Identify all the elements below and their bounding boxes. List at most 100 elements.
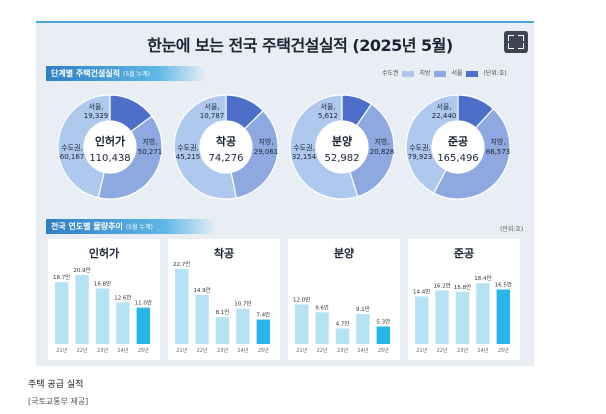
bar-category-label: 21년 bbox=[176, 347, 187, 354]
donut-label-seoul-value: 19,329 bbox=[84, 112, 109, 120]
donut-label-seoul-name: 서울, bbox=[436, 102, 451, 111]
bar-category-label: 25년 bbox=[378, 347, 389, 354]
bar-category-label: 21년 bbox=[56, 347, 67, 354]
bar-value-label: 9.6만 bbox=[315, 303, 329, 311]
donut-title: 착공 bbox=[216, 134, 236, 148]
donut-label-seoul-value: 5,612 bbox=[318, 112, 338, 120]
bar bbox=[215, 317, 230, 344]
donut-label-local-value: 20,828 bbox=[370, 148, 395, 156]
donut-label-metro-value: 45,215 bbox=[176, 153, 201, 161]
bar-value-label: 12.6만 bbox=[114, 293, 131, 301]
expand-icon[interactable] bbox=[504, 31, 528, 53]
donut-label-local-name: 지방, bbox=[258, 137, 273, 146]
donut-label-seoul-name: 서울, bbox=[88, 102, 103, 111]
donut-label-seoul-name: 서울, bbox=[204, 102, 219, 111]
donut-total: 110,438 bbox=[89, 153, 130, 164]
donut-total: 165,496 bbox=[437, 153, 478, 164]
bar bbox=[476, 283, 490, 344]
section-label-stages-text: 단계별 주택건설실적 bbox=[51, 69, 121, 78]
donut-label-local-name: 지방, bbox=[142, 137, 157, 146]
donut-title: 분양 bbox=[332, 134, 352, 148]
legend-metro-label: 수도권 bbox=[382, 70, 399, 77]
donut-total: 74,276 bbox=[209, 153, 244, 164]
donut-title: 인허가 bbox=[95, 134, 125, 148]
legend-metro-swatch bbox=[401, 70, 414, 77]
legend-unit: (단위:호) bbox=[483, 70, 507, 77]
bar-category-label: 21년 bbox=[296, 347, 307, 354]
bar bbox=[356, 313, 370, 344]
bar-value-label: 18.4만 bbox=[474, 274, 491, 282]
donut-center bbox=[84, 121, 136, 173]
donut-label-seoul-value: 10,787 bbox=[200, 112, 225, 120]
donut-center bbox=[316, 121, 368, 173]
donut-total: 52,982 bbox=[325, 153, 360, 164]
bar-value-label: 16.2만 bbox=[433, 281, 450, 289]
bar bbox=[55, 282, 69, 344]
bar-value-label: 15.8만 bbox=[454, 283, 471, 291]
bar bbox=[256, 319, 270, 344]
legend: 수도권 지방 서울 (단위:호) bbox=[382, 68, 507, 77]
bar-category-label: 23년 bbox=[97, 347, 108, 354]
credit: [국토교통부 제공] bbox=[28, 397, 89, 406]
bar-category-label: 22년 bbox=[197, 347, 208, 354]
bar-category-label: 23년 bbox=[217, 347, 228, 354]
bar-category-label: 24년 bbox=[117, 347, 128, 354]
bar bbox=[75, 274, 89, 344]
bar-category-label: 23년 bbox=[337, 347, 348, 354]
bar-category-label: 22년 bbox=[77, 347, 88, 354]
caption: 주택 공급 실적 bbox=[28, 380, 84, 390]
donut-center bbox=[432, 121, 484, 173]
donut-label-metro-name: 수도권, bbox=[409, 144, 431, 152]
bar-category-label: 24년 bbox=[237, 347, 248, 354]
bar-category-label: 22년 bbox=[437, 347, 448, 354]
bar-value-label: 9.1만 bbox=[356, 305, 370, 313]
trend-unit: (만위:호) bbox=[500, 226, 524, 233]
bar-category-label: 25년 bbox=[138, 347, 149, 354]
donut-label-local-name: 지방, bbox=[490, 137, 505, 146]
bar-value-label: 16.5만 bbox=[495, 280, 512, 288]
bar-chart-title: 준공 bbox=[454, 247, 474, 260]
bar-category-label: 22년 bbox=[317, 347, 328, 354]
bar-category-label: 21년 bbox=[416, 347, 427, 354]
bar-value-label: 8.1만 bbox=[216, 308, 230, 316]
section-label-trend: 전국 연도별 물량추이 (5월 누계) bbox=[46, 219, 216, 234]
legend-seoul-label: 서울 bbox=[451, 70, 463, 77]
bar-value-label: 20.9만 bbox=[73, 266, 90, 274]
donut-label-seoul-name: 서울, bbox=[320, 102, 335, 111]
donut-label-local-name: 지방, bbox=[374, 137, 389, 146]
bar bbox=[116, 302, 130, 344]
bar bbox=[315, 312, 329, 344]
bar-value-label: 16.8만 bbox=[94, 279, 111, 287]
bar bbox=[175, 269, 189, 344]
donut-label-metro-name: 수도권, bbox=[61, 144, 83, 152]
bar bbox=[455, 291, 470, 344]
bar bbox=[136, 307, 150, 344]
bar-value-label: 11.0만 bbox=[135, 299, 152, 307]
donut-title: 준공 bbox=[448, 135, 468, 148]
top-rule bbox=[36, 21, 534, 23]
bar-chart-title: 착공 bbox=[214, 246, 234, 260]
section-label-stages: 단계별 주택건설실적 (5월 누계) bbox=[46, 66, 206, 81]
legend-local-label: 지방 bbox=[419, 70, 431, 77]
donut-center bbox=[200, 121, 252, 173]
bar-value-label: 22.7만 bbox=[173, 260, 190, 268]
bar-value-label: 7.4만 bbox=[256, 311, 270, 319]
bar bbox=[295, 304, 309, 344]
bar-value-label: 10.7만 bbox=[234, 300, 251, 308]
donut-label-metro-value: 79,923 bbox=[408, 153, 433, 161]
bar-category-label: 23년 bbox=[457, 347, 468, 354]
donut-label-metro-value: 60,167 bbox=[60, 153, 85, 161]
bar-value-label: 12.0만 bbox=[293, 295, 310, 303]
bar-chart-title: 분양 bbox=[334, 246, 354, 260]
donut-label-local-value: 86,573 bbox=[486, 148, 511, 156]
donut-label-local-value: 50,271 bbox=[138, 148, 163, 156]
bar bbox=[496, 289, 510, 344]
bar bbox=[195, 294, 209, 344]
donut-label-seoul-value: 22,440 bbox=[432, 112, 457, 120]
bar bbox=[435, 290, 449, 344]
donut-label-local-value: 29,061 bbox=[254, 148, 279, 156]
bar-category-label: 25년 bbox=[498, 347, 509, 354]
bar-value-label: 4.7만 bbox=[336, 319, 350, 327]
donut-label-metro-name: 수도권, bbox=[293, 144, 315, 152]
